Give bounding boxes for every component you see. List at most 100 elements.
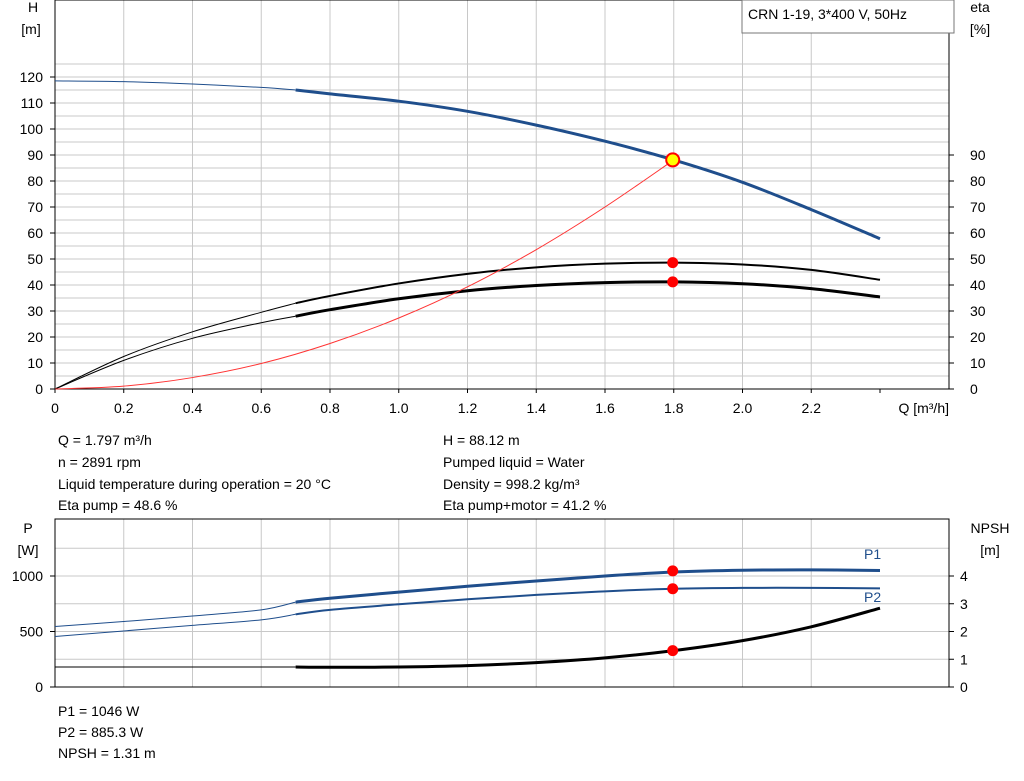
info-density: Density = 998.2 kg/m³ <box>443 476 580 492</box>
x-tick-label: 0.8 <box>320 400 340 416</box>
info-pumped-liquid: Pumped liquid = Water <box>443 454 585 470</box>
power-info: P1 = 1046 W P2 = 885.3 W NPSH = 1.31 m <box>58 703 156 761</box>
npsh-duty-marker <box>667 645 679 657</box>
x-tick-label: 2.2 <box>802 400 822 416</box>
h-tick-labels: 0 10 20 30 40 50 60 70 80 90 100 110 120 <box>20 69 55 397</box>
x-tick-label: 0.6 <box>252 400 272 416</box>
top-plot-frame <box>54 0 950 390</box>
eta-pump-motor-duty-marker <box>667 276 679 288</box>
x-tick-label: 2.0 <box>733 400 753 416</box>
npsh-curve-line <box>295 606 881 669</box>
eta-tick-label: 40 <box>970 277 986 293</box>
eta-pump-extension-line <box>54 302 296 390</box>
H-extension-line <box>54 80 296 91</box>
h-tick-label: 80 <box>27 173 43 189</box>
H-curve-line <box>295 88 881 241</box>
bottom-plot-frame <box>54 518 950 688</box>
operating-point-info: Q = 1.797 m³/h n = 2891 rpm Liquid tempe… <box>58 432 606 513</box>
info-p1: P1 = 1046 W <box>58 703 140 719</box>
npsh-axis-unit: [m] <box>980 542 999 558</box>
eta-tick-label: 70 <box>970 199 986 215</box>
p-tick-labels: 0 500 1000 <box>12 568 55 695</box>
h-tick-label: 20 <box>27 329 43 345</box>
h-tick-label: 110 <box>21 95 44 111</box>
eta-axis-unit: [%] <box>970 21 990 37</box>
x-tick-label: 1.6 <box>595 400 615 416</box>
eta-pump-curve-line <box>295 261 881 305</box>
p-tick-label: 500 <box>20 624 44 640</box>
eta-tick-labels: 0 10 20 30 40 50 60 70 80 90 <box>949 147 986 397</box>
h-tick-label: 50 <box>27 251 43 267</box>
x-tick-label: 1.4 <box>527 400 547 416</box>
info-npsh: NPSH = 1.31 m <box>58 745 156 761</box>
x-tick-label: 1.8 <box>664 400 684 416</box>
eta-tick-label: 50 <box>970 251 986 267</box>
eta-tick-label: 0 <box>970 381 978 397</box>
h-tick-label: 10 <box>27 355 43 371</box>
eta-tick-label: 80 <box>970 173 986 189</box>
p2-curve-line <box>295 586 881 616</box>
x-tick-labels: 0 0.2 0.4 0.6 0.8 1.0 1.2 1.4 1.6 1.8 2.0 2.2 <box>51 389 881 416</box>
h-axis-label: H <box>28 0 38 15</box>
eta-axis-label: eta <box>970 0 990 15</box>
eta-tick-label: 10 <box>970 355 986 371</box>
p-axis-label: P <box>23 520 32 536</box>
h-tick-label: 40 <box>27 277 43 293</box>
h-tick-label: 0 <box>35 381 43 397</box>
npsh-axis-label: NPSH <box>971 520 1010 536</box>
system-curve-line <box>54 159 675 390</box>
x-tick-label: 0 <box>51 400 59 416</box>
p2-extension-line <box>54 613 296 637</box>
bottom-series <box>54 568 881 669</box>
h-tick-label: 60 <box>27 225 43 241</box>
npsh-tick-label: 4 <box>960 568 968 584</box>
info-n: n = 2891 rpm <box>58 454 141 470</box>
eta-tick-label: 90 <box>970 147 986 163</box>
top-duty-markers <box>665 152 681 288</box>
p1-extension-line <box>54 601 296 627</box>
h-axis-unit: [m] <box>21 21 40 37</box>
eta-pump-motor-curve-line <box>295 280 881 318</box>
npsh-tick-labels: 0 1 2 3 4 <box>949 568 968 695</box>
top-gridlines <box>55 0 949 389</box>
chart-title: CRN 1-19, 3*400 V, 50Hz <box>748 6 907 22</box>
duty-point-marker <box>665 152 681 168</box>
h-tick-label: 100 <box>20 121 44 137</box>
info-eta-pump: Eta pump = 48.6 % <box>58 497 177 513</box>
npsh-tick-label: 3 <box>960 596 968 612</box>
info-p2: P2 = 885.3 W <box>58 724 144 740</box>
eta-tick-label: 20 <box>970 329 986 345</box>
info-eta-pump-motor: Eta pump+motor = 41.2 % <box>443 497 606 513</box>
p1-series-label: P1 <box>864 546 881 562</box>
eta-tick-label: 30 <box>970 303 986 319</box>
x-tick-label: 0.2 <box>114 400 134 416</box>
top-series <box>54 80 881 390</box>
p1-duty-marker <box>667 565 679 577</box>
eta-pump-duty-marker <box>667 257 679 269</box>
x-tick-label: 1.0 <box>389 400 409 416</box>
p2-series-label: P2 <box>864 589 881 605</box>
npsh-tick-label: 1 <box>960 651 968 667</box>
title-box-frame <box>741 0 955 34</box>
head-efficiency-chart: 0 0.2 0.4 0.6 0.8 1.0 1.2 1.4 1.6 1.8 2.0 2.2 0 10 20… <box>20 0 990 416</box>
chart-title-box: CRN 1-19, 3*400 V, 50Hz <box>741 0 955 34</box>
eta-tick-label: 60 <box>970 225 986 241</box>
info-liquid-temp: Liquid temperature during operation = 20… <box>58 476 331 492</box>
p2-duty-marker <box>667 583 679 595</box>
h-tick-label: 120 <box>20 69 44 85</box>
eta-pump-motor-extension-line <box>54 315 296 390</box>
p-tick-label: 1000 <box>12 568 43 584</box>
power-npsh-chart: 0 500 1000 0 1 2 3 4 P [W] NPSH [m] P1 P2 <box>12 518 1010 695</box>
h-tick-label: 30 <box>27 303 43 319</box>
h-tick-label: 90 <box>27 147 43 163</box>
h-tick-label: 70 <box>27 199 43 215</box>
x-tick-label: 0.4 <box>183 400 203 416</box>
x-tick-label: 1.2 <box>458 400 478 416</box>
p1-curve-line <box>295 568 881 604</box>
npsh-tick-label: 2 <box>960 624 968 640</box>
bottom-gridlines <box>55 519 949 687</box>
q-axis-label: Q [m³/h] <box>898 400 949 416</box>
bottom-duty-markers <box>667 565 679 657</box>
npsh-tick-label: 0 <box>960 679 968 695</box>
